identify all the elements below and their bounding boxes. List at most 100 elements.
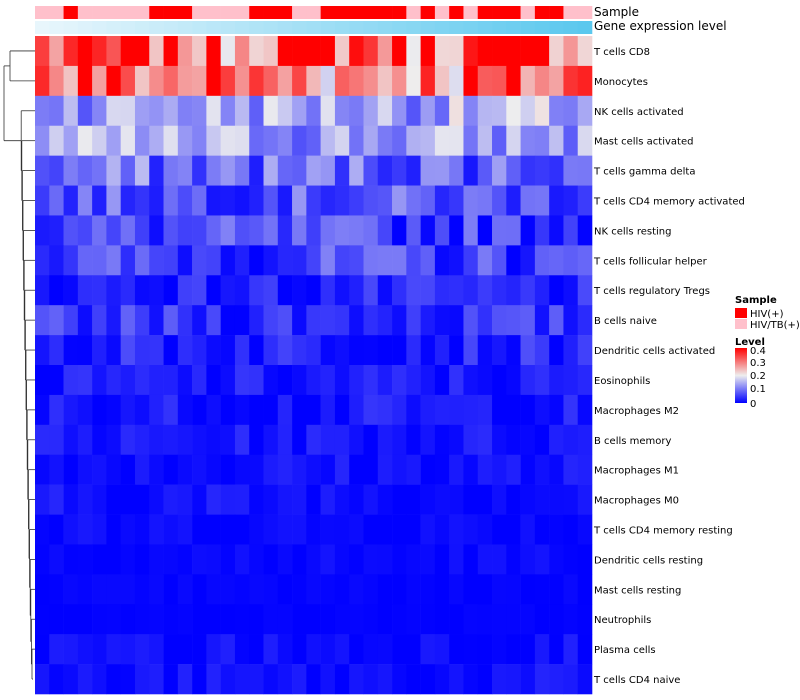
heatmap-cell bbox=[35, 185, 50, 216]
heatmap-cell bbox=[77, 36, 93, 67]
heatmap-cell bbox=[506, 65, 521, 97]
expression-annotation-cell bbox=[192, 21, 207, 34]
heatmap-cell bbox=[492, 484, 507, 515]
expression-annotation-cell bbox=[463, 21, 479, 34]
heatmap-cell bbox=[134, 394, 150, 426]
heatmap-cell bbox=[463, 634, 479, 665]
heatmap-cell bbox=[434, 604, 450, 635]
heatmap-cell bbox=[406, 454, 421, 485]
heatmap-cell bbox=[35, 245, 50, 276]
heatmap-cell bbox=[106, 424, 121, 456]
heatmap-cell bbox=[506, 484, 521, 515]
heatmap-cell bbox=[92, 305, 107, 336]
heatmap-cell bbox=[63, 125, 79, 156]
heatmap-cell bbox=[463, 95, 479, 127]
heatmap-cell bbox=[92, 335, 107, 366]
heatmap-cell bbox=[277, 95, 293, 127]
heatmap-cell bbox=[63, 65, 79, 97]
heatmap-cell bbox=[334, 604, 350, 635]
heatmap-cell bbox=[392, 125, 407, 156]
heatmap-cell bbox=[392, 335, 407, 366]
sample-annotation-cell bbox=[520, 6, 536, 19]
heatmap-cell bbox=[120, 65, 136, 97]
heatmap-cell bbox=[277, 454, 293, 485]
heatmap-cell bbox=[506, 335, 521, 366]
heatmap-cell bbox=[549, 394, 564, 426]
heatmap-cell bbox=[534, 574, 550, 605]
heatmap-cell bbox=[77, 245, 93, 276]
heatmap-cell bbox=[277, 664, 293, 695]
heatmap-cell bbox=[406, 544, 421, 575]
heatmap-cell bbox=[63, 394, 79, 426]
heatmap-cell bbox=[420, 424, 436, 456]
heatmap-cell bbox=[549, 36, 564, 67]
heatmap-cell bbox=[234, 424, 250, 456]
heatmap-cell bbox=[520, 604, 536, 635]
heatmap-cell bbox=[506, 36, 521, 67]
heatmap-cell bbox=[192, 424, 207, 456]
heatmap-cell bbox=[392, 36, 407, 67]
sample-annotation-cell bbox=[563, 6, 579, 19]
heatmap-cell bbox=[35, 544, 50, 575]
heatmap-cell bbox=[463, 36, 479, 67]
heatmap-cell bbox=[320, 574, 336, 605]
heatmap-cell bbox=[392, 424, 407, 456]
heatmap-cell bbox=[277, 365, 293, 396]
heatmap-cell bbox=[577, 544, 593, 575]
heatmap-cell bbox=[149, 215, 164, 246]
heatmap-cell bbox=[434, 125, 450, 156]
heatmap-cell bbox=[520, 215, 536, 246]
heatmap-cell bbox=[492, 335, 507, 366]
heatmap-cell bbox=[263, 664, 279, 695]
heatmap-cell bbox=[163, 275, 179, 306]
heatmap-cell bbox=[563, 125, 579, 156]
heatmap-cell bbox=[49, 305, 64, 336]
legend-level-title: Level bbox=[735, 337, 765, 348]
heatmap-cell bbox=[577, 155, 593, 186]
heatmap-cell bbox=[520, 95, 536, 127]
heatmap-cell bbox=[149, 634, 164, 665]
heatmap-cell bbox=[206, 514, 221, 545]
heatmap-cell bbox=[263, 155, 279, 186]
heatmap-cell bbox=[134, 604, 150, 635]
heatmap-cell bbox=[434, 36, 450, 67]
heatmap-cell bbox=[549, 305, 564, 336]
sample-annotation-cell bbox=[63, 6, 79, 19]
heatmap-cell bbox=[420, 275, 436, 306]
heatmap-cell bbox=[563, 365, 579, 396]
heatmap-cell bbox=[277, 215, 293, 246]
heatmap-cell bbox=[49, 215, 64, 246]
heatmap-cell bbox=[463, 335, 479, 366]
heatmap-cell bbox=[35, 215, 50, 246]
heatmap-cell bbox=[292, 424, 307, 456]
heatmap-cell bbox=[92, 394, 107, 426]
heatmap-cell bbox=[149, 604, 164, 635]
heatmap-cell bbox=[534, 634, 550, 665]
heatmap-cell bbox=[63, 185, 79, 216]
sample-annotation-cell bbox=[306, 6, 321, 19]
heatmap-cell bbox=[163, 95, 179, 127]
heatmap-cell bbox=[163, 125, 179, 156]
heatmap-cell bbox=[406, 95, 421, 127]
heatmap-cell bbox=[177, 125, 193, 156]
heatmap-cell bbox=[534, 664, 550, 695]
heatmap-cell bbox=[563, 424, 579, 456]
heatmap-cell bbox=[392, 394, 407, 426]
heatmap-cell bbox=[449, 275, 464, 306]
expression-annotation-cell bbox=[392, 21, 407, 34]
heatmap-cell bbox=[134, 365, 150, 396]
heatmap-cell bbox=[477, 125, 493, 156]
heatmap-cell bbox=[420, 484, 436, 515]
heatmap-cell bbox=[49, 484, 64, 515]
heatmap-cell bbox=[292, 125, 307, 156]
heatmap-cell bbox=[306, 155, 321, 186]
row-label: Macrophages M2 bbox=[594, 406, 679, 417]
heatmap-cell bbox=[377, 305, 393, 336]
heatmap-cell bbox=[320, 484, 336, 515]
expression-annotation-cell bbox=[120, 21, 136, 34]
heatmap-cell bbox=[520, 335, 536, 366]
heatmap-cell bbox=[420, 454, 436, 485]
heatmap-cell bbox=[434, 65, 450, 97]
heatmap-cell bbox=[392, 185, 407, 216]
heatmap-cell bbox=[563, 36, 579, 67]
